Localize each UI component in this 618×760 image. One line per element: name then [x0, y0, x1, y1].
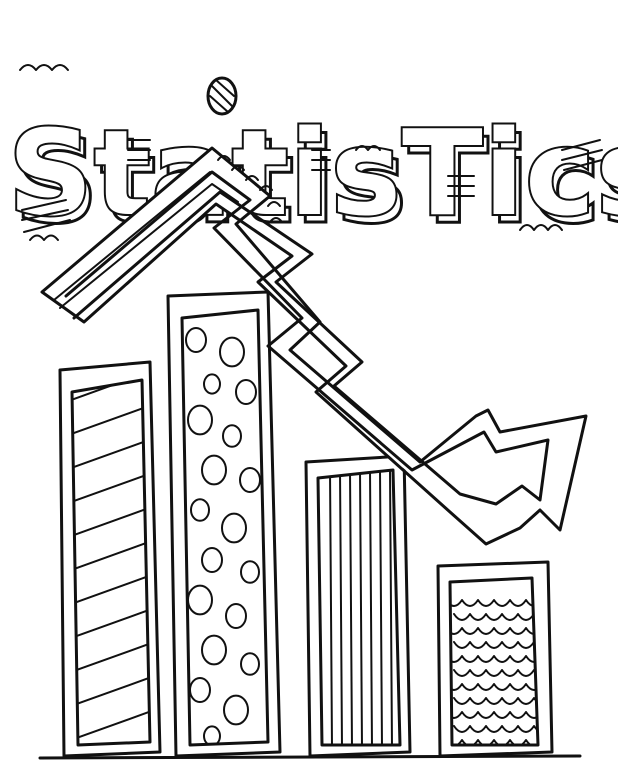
- diagonal-stripe: [72, 401, 150, 439]
- page-title-shadow: StatisTics: [14, 112, 618, 250]
- polka-dot: [221, 512, 247, 544]
- scallop-row: [453, 725, 538, 733]
- scallop-row: [453, 669, 538, 677]
- vertical-stripe: [339, 470, 343, 745]
- diagonal-stripe: [72, 537, 150, 575]
- vertical-stripe: [349, 470, 353, 745]
- bar-vertical-stripes: [304, 454, 412, 758]
- page-title-group: StatisTics StatisTics: [6, 102, 618, 252]
- polka-dot: [187, 404, 213, 436]
- polka-dot: [185, 327, 207, 353]
- page-title: StatisTics: [8, 104, 618, 242]
- polka-dot: [201, 547, 223, 573]
- arrow-scallop: [231, 165, 245, 171]
- diagonal-stripe: [72, 469, 150, 507]
- diagonal-stripe: [72, 571, 150, 609]
- polka-dot: [201, 634, 227, 666]
- polka-dot: [240, 652, 260, 676]
- diagonal-stripe: [72, 435, 150, 473]
- trend-arrow: [40, 146, 588, 546]
- arrow-scallop: [217, 155, 231, 161]
- scallop-row: [450, 739, 538, 745]
- diagonal-stripe: [72, 707, 150, 745]
- vertical-stripe: [359, 470, 363, 745]
- scallop-row: [450, 683, 538, 691]
- polka-dot: [239, 467, 261, 493]
- arrow-scallop: [269, 217, 283, 223]
- bar-scallops: [436, 560, 554, 758]
- polka-dot: [225, 603, 247, 629]
- polka-dot: [219, 336, 245, 368]
- diagonal-stripe: [72, 380, 150, 405]
- bar-polka-dots: [166, 290, 282, 758]
- polka-dot: [187, 584, 213, 616]
- scallop-row: [450, 711, 538, 719]
- diagonal-stripe: [72, 605, 150, 643]
- polka-dot: [190, 498, 210, 522]
- polka-dot: [235, 379, 257, 405]
- scallop-row: [453, 697, 538, 705]
- scallop-row: [450, 627, 538, 635]
- scallop-row: [453, 613, 538, 621]
- bar-diagonal-stripes: [58, 360, 162, 758]
- arrow-scallop: [245, 175, 259, 181]
- ground-line: [38, 754, 582, 760]
- arrow-scallop: [259, 185, 273, 191]
- scallop-row: [453, 641, 538, 649]
- polka-dot: [201, 454, 227, 486]
- letter-decorations: [19, 64, 603, 241]
- vertical-stripe: [329, 470, 333, 745]
- vertical-stripe: [389, 470, 393, 745]
- polka-dot: [189, 677, 211, 703]
- polka-dot: [222, 424, 242, 448]
- scallop-row: [450, 599, 538, 607]
- diagonal-stripe: [72, 503, 150, 541]
- diagonal-stripe: [72, 673, 150, 711]
- arrow-scallop: [267, 201, 281, 207]
- polka-dot: [223, 694, 249, 726]
- vertical-stripe: [369, 470, 373, 745]
- polka-dot: [203, 725, 221, 745]
- vertical-stripe: [379, 470, 383, 745]
- polka-dot: [240, 560, 260, 584]
- polka-dot: [203, 373, 221, 395]
- scallop-row: [450, 655, 538, 663]
